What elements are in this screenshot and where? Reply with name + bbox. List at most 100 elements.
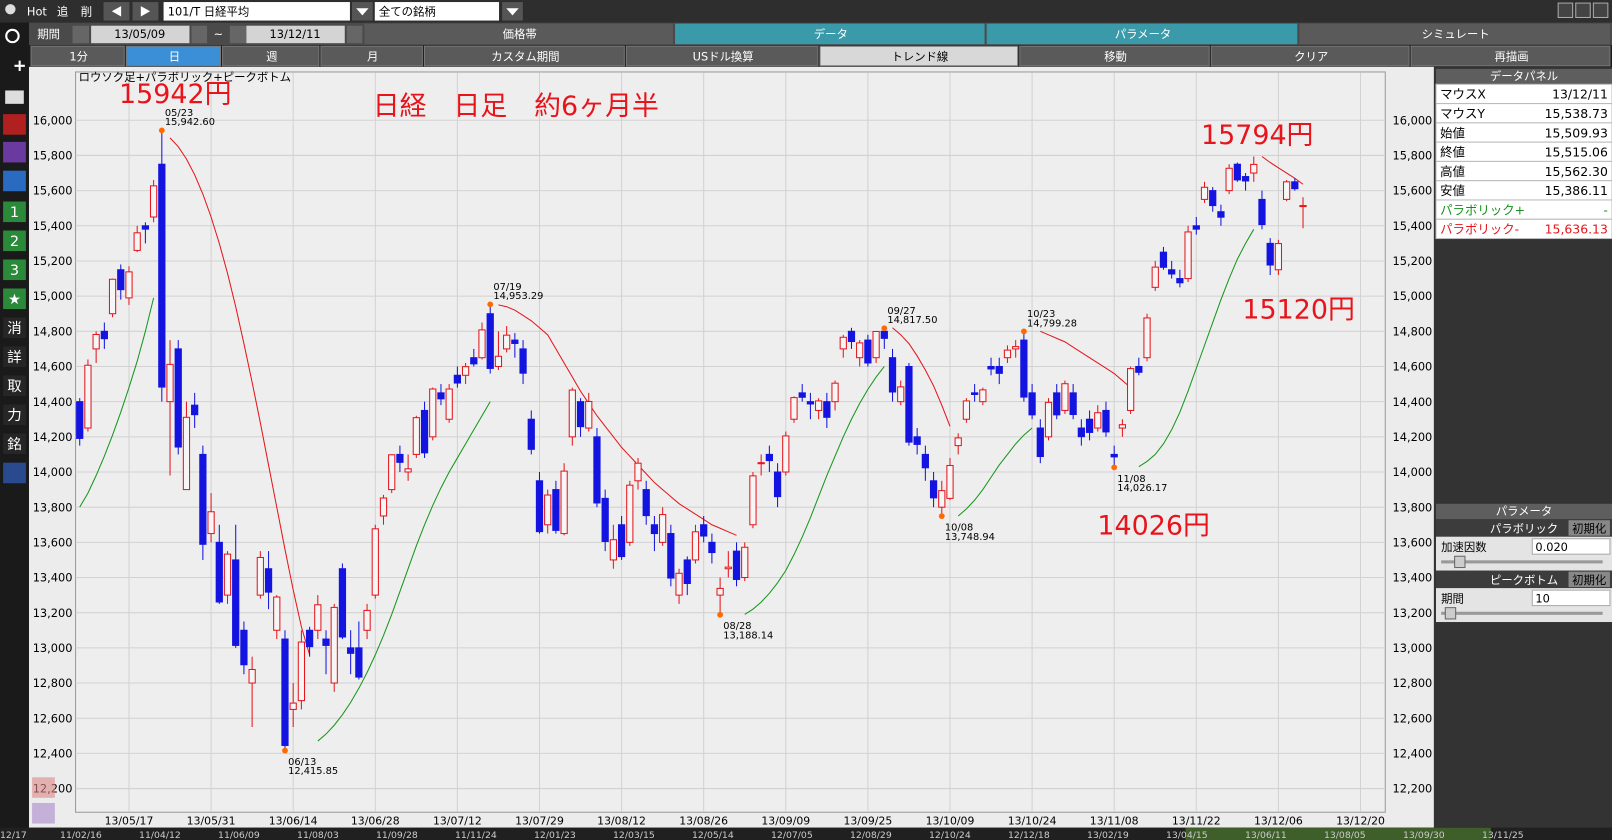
tab-label: シミュレート: [1422, 27, 1490, 41]
side-tool[interactable]: [3, 259, 26, 281]
from-prev[interactable]: [72, 25, 90, 44]
side-tool[interactable]: [3, 201, 26, 223]
candle-body: [166, 363, 174, 403]
candle-body: [1053, 392, 1061, 416]
reset-button[interactable]: [1568, 571, 1610, 588]
peak-date: 05/23: [165, 108, 193, 119]
y-tick-label: 14,000: [33, 465, 73, 479]
side-tool[interactable]: [3, 404, 26, 426]
toolbar-button[interactable]: [1410, 45, 1611, 67]
candle-body: [970, 392, 979, 395]
side-tool[interactable]: [3, 375, 26, 397]
universe-input[interactable]: [374, 2, 500, 21]
side-tool[interactable]: [3, 317, 26, 339]
bulb-icon[interactable]: [5, 4, 16, 15]
reset-button[interactable]: [1568, 520, 1610, 536]
minimize-button[interactable]: [1557, 2, 1574, 18]
side-tool-label: 1: [10, 205, 19, 221]
param-input[interactable]: [1531, 589, 1611, 607]
to-prev[interactable]: [229, 25, 247, 44]
candle-body: [1036, 427, 1044, 458]
delete-button[interactable]: 削: [81, 4, 92, 18]
from-input[interactable]: [91, 25, 190, 44]
y-tick-label: 15,800: [33, 149, 73, 163]
candle-body: [1241, 176, 1250, 182]
tab[interactable]: [675, 23, 985, 45]
candle-body: [503, 334, 511, 350]
candle-body: [100, 330, 108, 340]
peak-value: 14,026.17: [1117, 483, 1167, 494]
overview-date: 12/08/29: [850, 830, 892, 840]
plus-icon[interactable]: [14, 60, 25, 71]
candle-body: [913, 436, 921, 445]
candle-body: [396, 453, 404, 463]
chart-icon[interactable]: [3, 114, 26, 135]
button-label: 再描画: [1495, 50, 1529, 64]
tab[interactable]: [1299, 23, 1610, 45]
candle-body: [191, 404, 199, 416]
y-tick-label: 13,400: [33, 571, 73, 585]
candle-body: [1159, 251, 1168, 268]
toolbar-button[interactable]: [625, 45, 819, 67]
add-button[interactable]: 追: [57, 4, 68, 18]
x-tick-label: 13/08/26: [679, 815, 728, 828]
slider-track: [1441, 560, 1603, 564]
candle-body: [363, 609, 371, 631]
side-tool[interactable]: [3, 288, 26, 310]
data-value: 15,636.13: [1545, 223, 1608, 237]
overview-date: 13/11/25: [1482, 830, 1524, 840]
y-tick-label-right: 13,200: [1393, 606, 1433, 620]
faded-icon: [32, 777, 55, 798]
side-tool[interactable]: [3, 346, 26, 368]
candle-body: [330, 606, 338, 684]
candle-body: [1168, 269, 1176, 275]
candle-body: [831, 382, 839, 403]
toolbar-button[interactable]: [125, 45, 222, 67]
peak-marker: [938, 513, 945, 520]
candle-body: [1085, 418, 1094, 433]
toolbar-button[interactable]: [320, 45, 423, 67]
toolbar-button[interactable]: [1210, 45, 1410, 67]
maximize-button[interactable]: [1575, 2, 1591, 18]
candle-body: [683, 559, 691, 585]
tab[interactable]: [986, 23, 1298, 45]
toolbar-button[interactable]: [222, 45, 320, 67]
close-button[interactable]: [1592, 2, 1609, 18]
camera-icon[interactable]: [5, 90, 24, 104]
toolbar-button[interactable]: [423, 45, 625, 67]
slider-thumb[interactable]: [1454, 555, 1466, 569]
toolbar-button[interactable]: [30, 45, 125, 67]
candle-body: [839, 336, 847, 350]
x-tick-label: 13/06/14: [269, 815, 318, 828]
data-label: パラボリック+: [1440, 203, 1525, 217]
data-panel-title: データパネル: [1490, 69, 1558, 83]
candle-body: [1282, 181, 1291, 200]
y-tick-label: 14,400: [33, 395, 73, 409]
candle-body: [897, 386, 905, 403]
peak-date: 06/13: [288, 757, 316, 768]
tab[interactable]: [364, 23, 673, 45]
overview-window[interactable]: [1185, 827, 1491, 840]
y-tick-label: 15,200: [33, 254, 73, 268]
candle-body: [552, 489, 560, 531]
slider-thumb[interactable]: [1444, 607, 1457, 620]
to-next[interactable]: [346, 25, 363, 44]
chart-icon[interactable]: [3, 141, 26, 163]
hot-button[interactable]: Hot: [27, 4, 48, 18]
flag-icon[interactable]: [3, 170, 26, 192]
settings-icon[interactable]: [3, 462, 26, 484]
from-next[interactable]: [191, 25, 208, 44]
search-icon[interactable]: [5, 28, 20, 44]
candle-body: [486, 313, 494, 369]
side-tool[interactable]: [3, 230, 26, 252]
param-input[interactable]: [1531, 538, 1611, 555]
symbol-input[interactable]: [163, 2, 350, 21]
side-tool[interactable]: [3, 433, 26, 455]
button-label: クリア: [1294, 50, 1328, 64]
candle-body: [1192, 225, 1200, 230]
toolbar-button[interactable]: [1019, 45, 1210, 67]
y-tick-label-right: 12,200: [1393, 782, 1433, 796]
to-input[interactable]: [246, 25, 345, 44]
candle-body: [1118, 424, 1127, 429]
toolbar-button[interactable]: [819, 45, 1019, 67]
